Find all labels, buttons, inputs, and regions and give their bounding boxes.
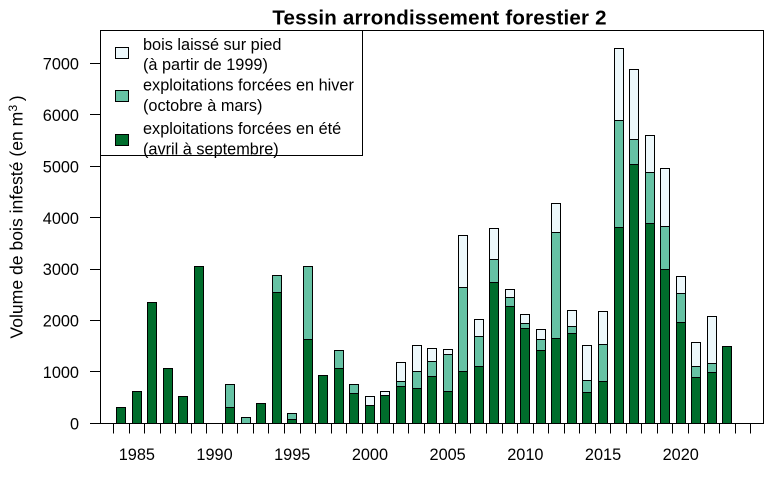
svg-text:(à partir de 1999): (à partir de 1999) [143,56,268,74]
svg-text:exploitations forcées en été: exploitations forcées en été [143,120,341,138]
svg-text:bois laissé sur pied: bois laissé sur pied [143,36,281,54]
svg-text:Volume de bois infesté (en m3: Volume de bois infesté (en m3 ) [6,95,27,338]
svg-text:exploitations forcées en hiver: exploitations forcées en hiver [143,77,354,95]
svg-text:6000: 6000 [43,107,79,125]
svg-text:1985: 1985 [119,446,155,464]
svg-text:1990: 1990 [196,446,232,464]
svg-text:1995: 1995 [274,446,310,464]
svg-text:2010: 2010 [507,446,543,464]
svg-text:0: 0 [70,416,79,434]
svg-text:7000: 7000 [43,56,79,74]
svg-text:1000: 1000 [43,364,79,382]
svg-text:(octobre à mars): (octobre à mars) [143,97,262,115]
svg-text:(avril à septembre): (avril à septembre) [143,141,279,159]
svg-text:2000: 2000 [352,446,388,464]
svg-text:Tessin arrondissement forestie: Tessin arrondissement forestier 2 [272,6,606,29]
svg-text:2020: 2020 [663,446,699,464]
svg-text:5000: 5000 [43,158,79,176]
svg-text:2015: 2015 [585,446,621,464]
svg-text:2000: 2000 [43,313,79,331]
svg-text:4000: 4000 [43,210,79,228]
svg-text:3000: 3000 [43,261,79,279]
svg-text:2005: 2005 [430,446,466,464]
